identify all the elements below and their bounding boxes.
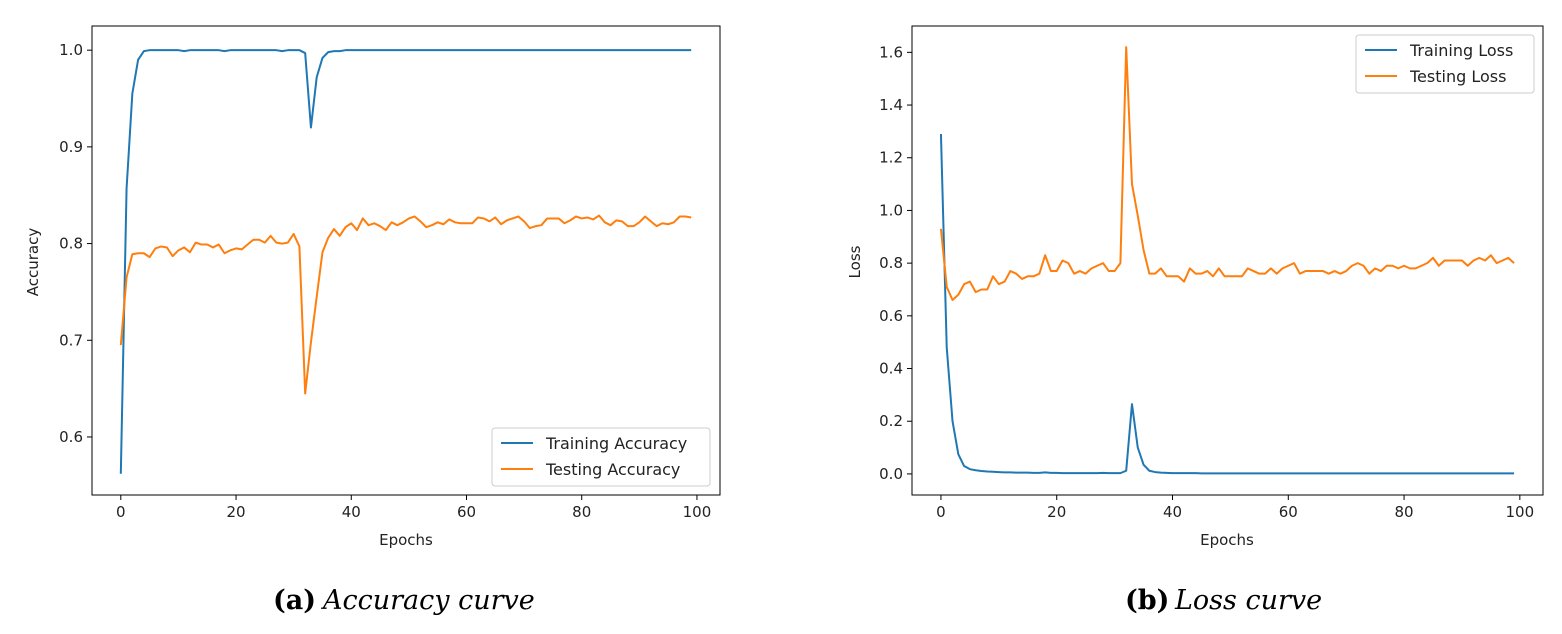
loss-y-tick-label-0: 0.0 — [879, 465, 903, 483]
accuracy-chart: 0 20 40 60 80 100 0.6 0.7 0.8 0.9 1.0 Epochs Accur… — [24, 25, 721, 616]
accuracy-x-tick-label-1: 20 — [226, 503, 245, 521]
accuracy-caption: (a) Accuracy curve — [273, 585, 535, 616]
loss-y-tick-label-2: 0.4 — [879, 360, 903, 378]
loss-y-tick-label-3: 0.6 — [879, 307, 903, 325]
accuracy-caption-text: Accuracy curve — [320, 585, 535, 616]
loss-legend-box — [1355, 34, 1535, 94]
loss-legend: Training Loss Testing Loss — [1355, 34, 1535, 94]
loss-series-1-line — [939, 46, 1515, 302]
loss-caption-label: (b) — [1125, 585, 1169, 616]
accuracy-legend: Training Accuracy Testing Accuracy — [491, 427, 711, 487]
loss-x-tick-label-4: 80 — [1395, 503, 1414, 521]
loss-y-tick-label-1: 0.2 — [879, 412, 903, 430]
accuracy-legend-box — [491, 427, 711, 487]
loss-y-tick-label-7: 1.4 — [879, 96, 903, 114]
accuracy-x-tick-label-3: 60 — [457, 503, 476, 521]
accuracy-series-layer — [119, 49, 692, 474]
loss-series-0-line — [939, 134, 1515, 475]
loss-y-tick-label-6: 1.2 — [879, 149, 903, 167]
loss-caption-text: Loss curve — [1174, 585, 1322, 616]
accuracy-x-tick-label-5: 100 — [683, 503, 712, 521]
accuracy-plot-frame — [91, 25, 721, 496]
loss-x-tick-label-3: 60 — [1279, 503, 1298, 521]
loss-x-tick-label-1: 20 — [1047, 503, 1066, 521]
accuracy-caption-label: (a) — [273, 585, 316, 616]
accuracy-series-0-line — [119, 49, 692, 474]
loss-x-tick-label-2: 40 — [1163, 503, 1182, 521]
loss-chart: 0 20 40 60 80 1000.00.20.40.60.81.01.21.41.6 … — [846, 25, 1544, 616]
accuracy-x-axis-label: Epochs — [379, 531, 433, 549]
accuracy-ticks-layer: 0 20 40 60 80 100 0.6 0.7 0.8 0.9 1.0 — [59, 41, 711, 521]
loss-y-tick-label-5: 1.0 — [879, 201, 903, 219]
accuracy-series-1-line — [119, 214, 692, 395]
accuracy-y-axis-label: Accuracy — [24, 228, 42, 297]
loss-caption: (b) Loss curve — [1125, 585, 1322, 616]
loss-ticks-layer: 0 20 40 60 80 100 0.0 0.2 0.4 0.6 0.8 1.0 1.2 1.4 1.6 — [879, 43, 1534, 521]
loss-y-axis-label: Loss — [846, 245, 864, 278]
accuracy-x-tick-label-4: 80 — [572, 503, 591, 521]
loss-y-tick-label-4: 0.8 — [879, 254, 903, 272]
accuracy-y-tick-label-0: 0.6 — [59, 428, 83, 446]
loss-x-axis-label: Epochs — [1200, 531, 1254, 549]
accuracy-legend-label-0: Training Accuracy — [545, 434, 687, 453]
loss-x-tick-label-0: 0 — [936, 503, 946, 521]
loss-x-tick-label-5: 100 — [1506, 503, 1535, 521]
loss-series-layer — [939, 46, 1515, 475]
loss-y-tick-label-8: 1.6 — [879, 43, 903, 61]
accuracy-legend-label-1: Testing Accuracy — [545, 460, 680, 479]
accuracy-y-tick-label-2: 0.8 — [59, 235, 83, 253]
accuracy-x-tick-label-2: 40 — [342, 503, 361, 521]
accuracy-y-tick-label-4: 1.0 — [59, 41, 83, 59]
accuracy-y-tick-label-3: 0.9 — [59, 138, 83, 156]
loss-legend-label-0: Training Loss — [1409, 41, 1513, 60]
accuracy-x-tick-label-0: 0 — [116, 503, 126, 521]
accuracy-y-tick-label-1: 0.7 — [59, 331, 83, 349]
loss-plot-frame — [911, 25, 1544, 496]
loss-legend-label-1: Testing Loss — [1409, 67, 1506, 86]
